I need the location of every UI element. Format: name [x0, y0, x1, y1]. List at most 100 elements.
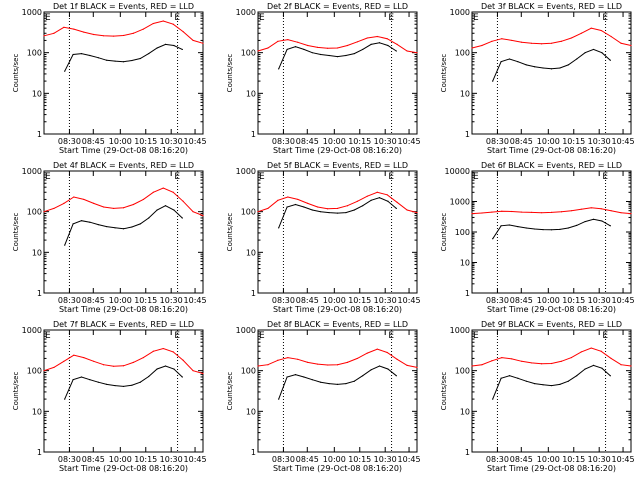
events-point [328, 383, 330, 385]
events-point [576, 375, 578, 377]
x-tick-label: 10:30 [374, 137, 397, 146]
x-axis-label: Start Time (29-Oct-08 08:16:20) [273, 464, 402, 473]
x-tick-label: 10:45 [184, 455, 207, 464]
events-point [576, 224, 578, 226]
y-tick-label: 1000 [450, 326, 470, 335]
panel-title: Det 8f BLACK = Events, RED = LLD [267, 320, 408, 329]
events-point [131, 226, 133, 228]
panel-det-9: Det 9f BLACK = Events, RED = LLD 1 10 100 10… [440, 320, 635, 473]
lld-point [287, 356, 289, 359]
lld-point [630, 213, 632, 215]
lld-point [406, 50, 408, 52]
lld-point [491, 40, 493, 42]
events-point [122, 228, 125, 230]
x-tick-label: 10:45 [184, 296, 207, 305]
y-tick-label: 10 [460, 89, 470, 98]
lld-point [142, 28, 144, 30]
events-point [362, 205, 364, 207]
events-point [303, 206, 305, 208]
lld-point [416, 366, 418, 369]
x-tick-label: 10:00 [323, 137, 346, 146]
lld-point [53, 32, 55, 34]
events-point [508, 58, 511, 60]
lld-point [53, 207, 55, 210]
events-point [525, 227, 527, 229]
y-tick-label: 1 [465, 289, 470, 298]
axes-box [471, 329, 632, 453]
e-marker-right: E [174, 13, 180, 23]
events-point [370, 369, 372, 371]
events-point [303, 48, 305, 51]
lld-point [162, 187, 164, 189]
y-tick-label: 1 [251, 130, 256, 139]
events-point [492, 398, 494, 400]
events-point [64, 244, 66, 246]
lld-point [366, 37, 368, 39]
events-point [173, 44, 175, 47]
events-point [378, 365, 381, 367]
events-point [576, 58, 578, 60]
lld-point [297, 41, 299, 43]
x-tick-label: 08:30 [272, 137, 295, 146]
lld-point [326, 208, 329, 210]
y-axis-label: Counts/sec [226, 213, 234, 252]
events-point [542, 228, 544, 231]
events-point [80, 220, 83, 222]
lld-point [600, 208, 602, 210]
events-point [534, 383, 536, 385]
lld-point [202, 215, 204, 217]
lld-point [570, 210, 572, 212]
lld-point [73, 354, 75, 356]
panel-title: Det 2f BLACK = Events, RED = LLD [267, 2, 408, 11]
events-point [278, 68, 280, 70]
lld-point [192, 211, 194, 213]
panel-title: Det 1f BLACK = Events, RED = LLD [53, 2, 194, 11]
lld-point [620, 42, 622, 44]
events-point [542, 384, 544, 386]
events-point [525, 380, 527, 382]
panel-title: Det 7f BLACK = Events, RED = LLD [53, 320, 194, 329]
events-point [387, 44, 389, 47]
e-marker-right: E [602, 13, 608, 23]
lld-point [580, 351, 582, 353]
events-point [592, 48, 595, 51]
x-tick-label: 10:30 [160, 137, 183, 146]
lld-point [307, 202, 309, 204]
panel-title: Det 9f BLACK = Events, RED = LLD [481, 320, 622, 329]
events-point [122, 61, 125, 63]
lld-point [600, 29, 602, 32]
lld-point [132, 32, 135, 34]
lld-point [620, 364, 622, 366]
y-tick-label: 10 [246, 248, 256, 257]
events-point [72, 379, 74, 381]
lld-point [307, 361, 309, 363]
axes-box [471, 170, 632, 294]
y-tick-label: 1 [465, 130, 470, 139]
x-tick-label: 10:30 [374, 296, 397, 305]
y-tick-label: 1000 [450, 8, 470, 17]
lld-point [620, 212, 622, 214]
y-tick-label: 100 [455, 367, 470, 376]
y-tick-label: 100 [455, 49, 470, 58]
y-tick-label: 10 [460, 407, 470, 416]
lld-point [396, 358, 398, 360]
lld-point [416, 52, 418, 54]
events-point [534, 228, 536, 230]
events-point [609, 225, 611, 227]
lld-point [202, 372, 204, 375]
lld-point [277, 199, 279, 201]
series-events-line [492, 48, 611, 82]
lld-point [267, 364, 269, 366]
lld-point [366, 352, 368, 354]
lld-point [172, 191, 174, 193]
panel-title: Det 5f BLACK = Events, RED = LLD [267, 161, 408, 170]
lld-point [93, 360, 95, 362]
e-marker-left: E [473, 331, 479, 341]
e-marker-right: E [602, 331, 608, 341]
x-axis-label: Start Time (29-Oct-08 08:16:20) [273, 146, 402, 155]
lld-point [376, 191, 378, 193]
axes-box [471, 11, 632, 135]
y-tick-label: 10000 [445, 167, 470, 176]
x-axis-label: Start Time (29-Oct-08 08:16:20) [487, 464, 616, 473]
lld-point [122, 34, 125, 37]
